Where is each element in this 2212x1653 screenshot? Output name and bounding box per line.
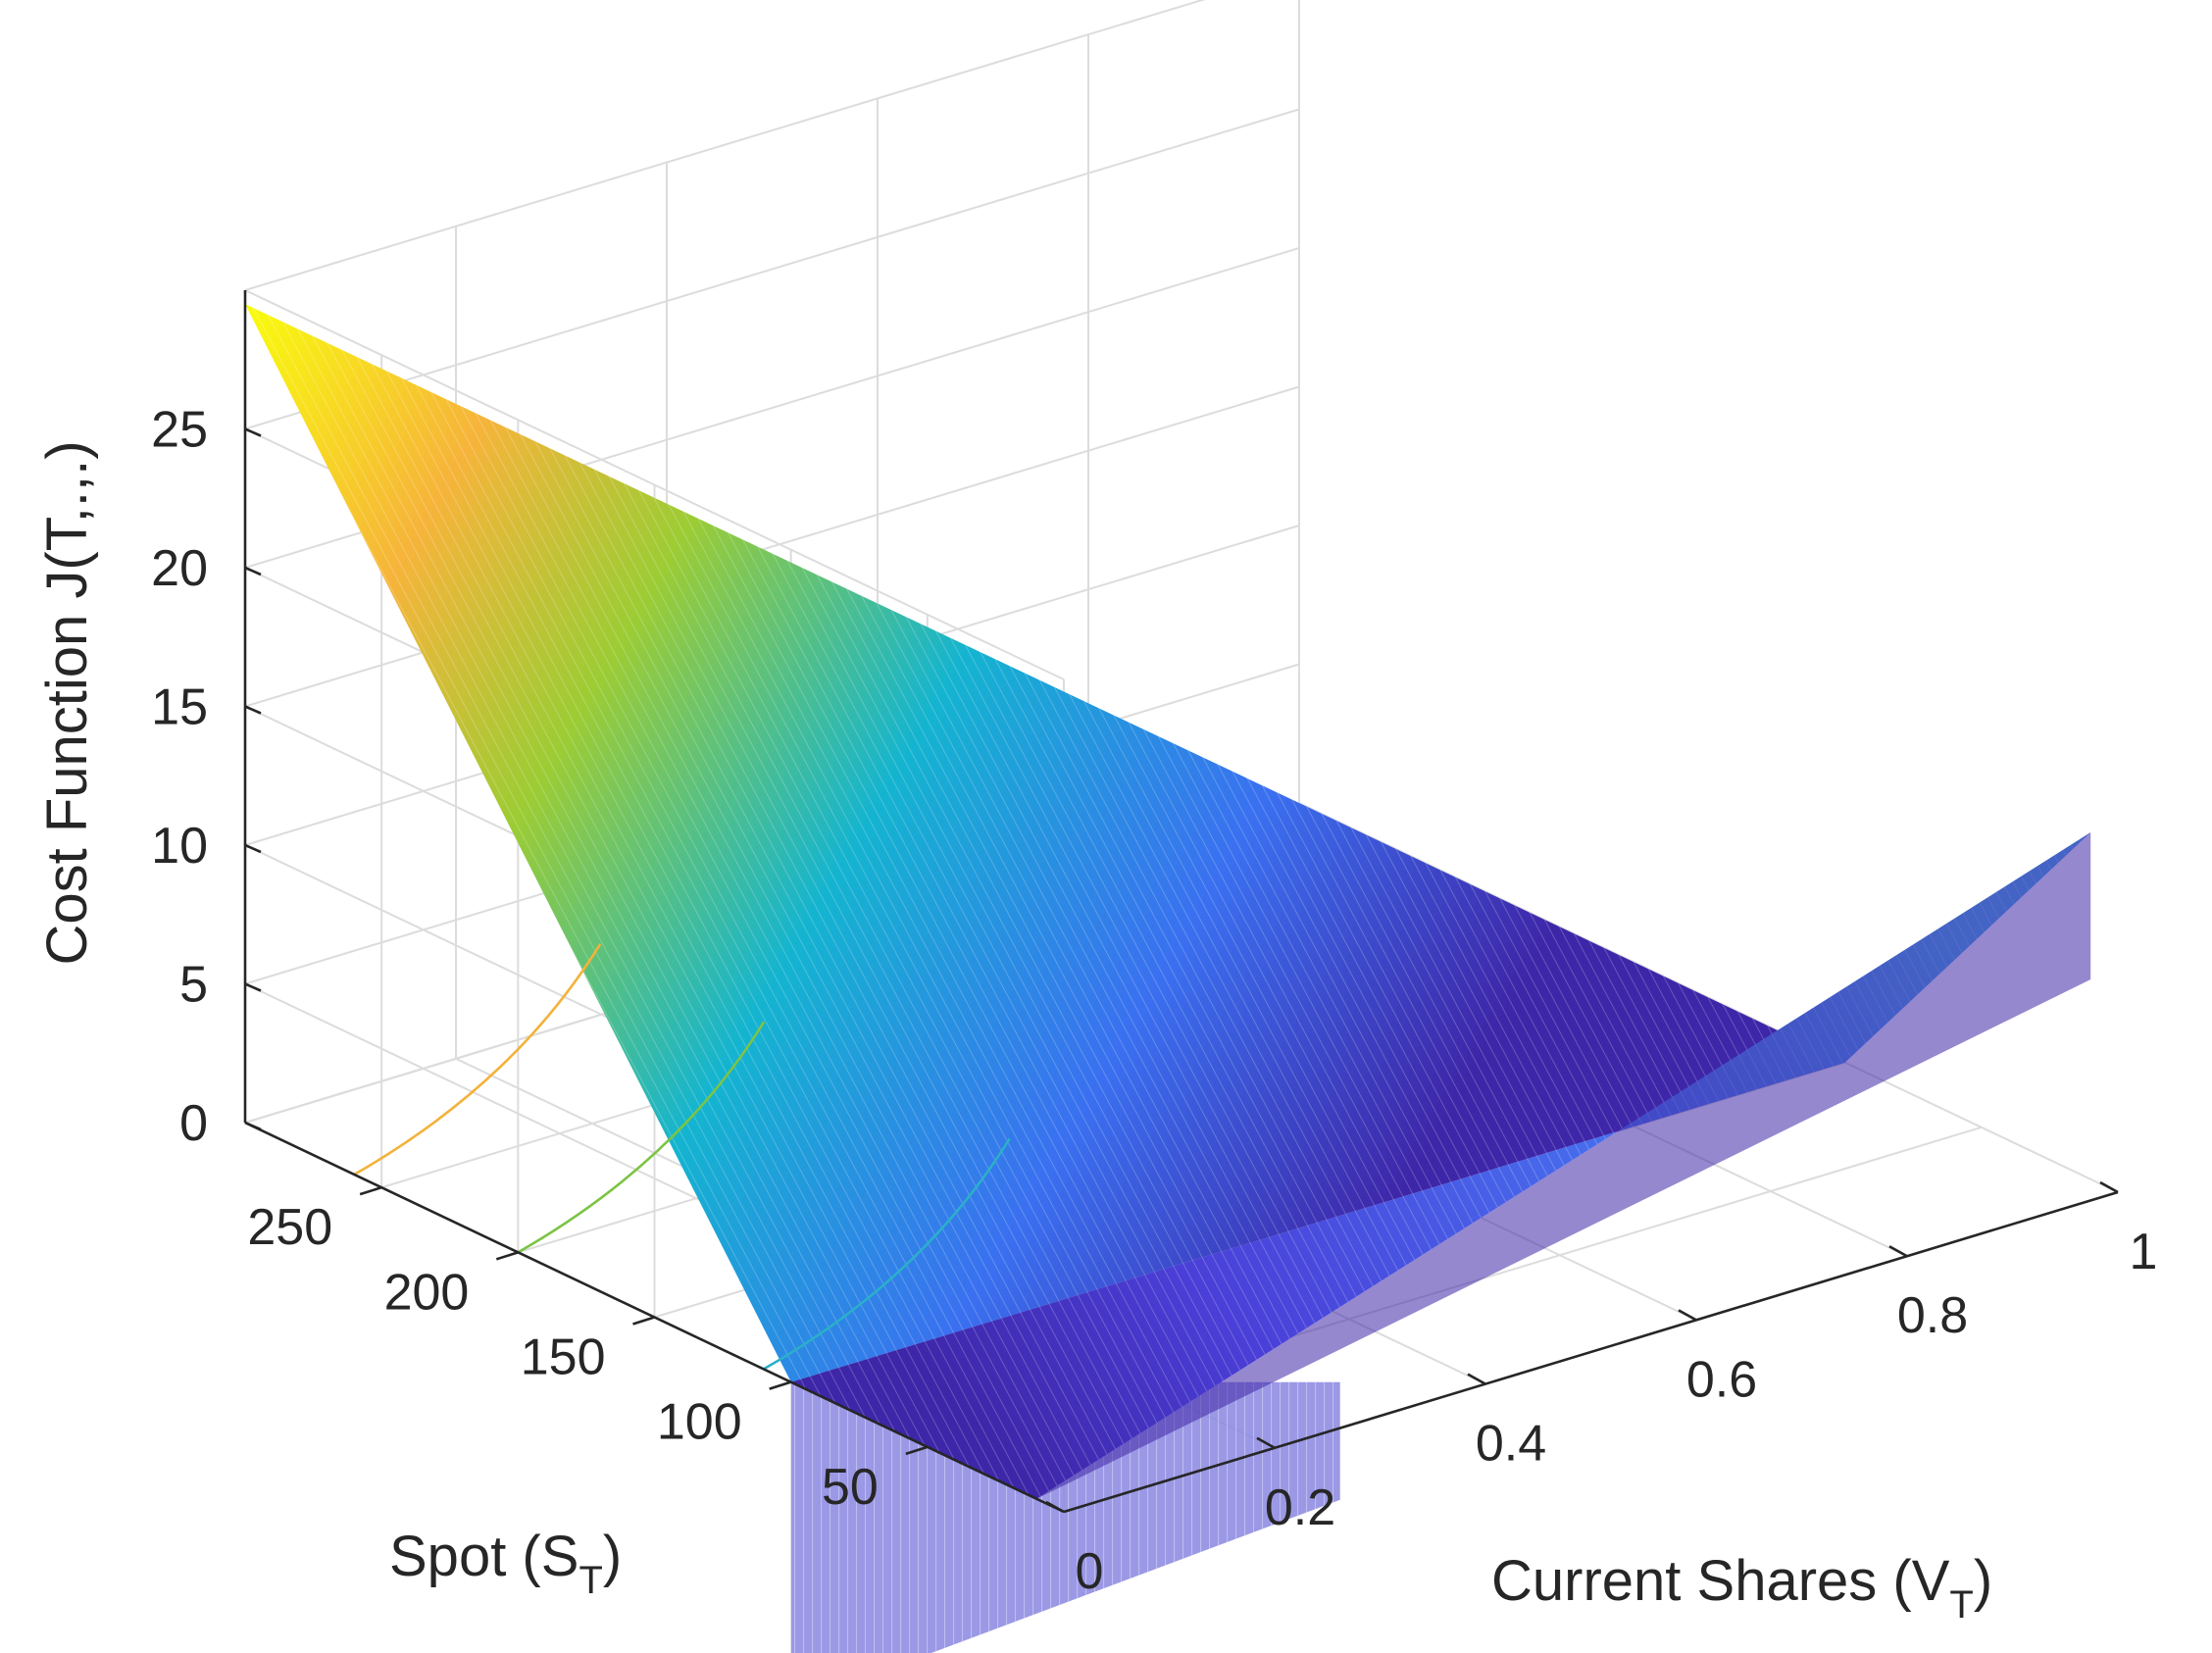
x-tick-mark-4 (1888, 1245, 1908, 1258)
x-tick-label-2: 0.4 (1476, 1416, 1546, 1473)
x-axis-title-sub: T (1949, 1583, 1973, 1627)
z-tick-mark-2 (244, 843, 262, 854)
y-axis-title-end: ) (603, 1525, 622, 1588)
y-tick-mark-0 (905, 1445, 929, 1456)
tick-labels: 0 5 10 15 20 25 50 100 150 200 250 0 0.2 0.4 0.6 0.8 1 (151, 402, 2157, 1601)
x-tick-mark-5 (2099, 1180, 2119, 1194)
z-tick-mark-5 (244, 427, 262, 437)
x-axis-title-main: Current Shares (V (1491, 1549, 1950, 1613)
x-axis-title: Current Shares (VT) (1491, 1549, 1992, 1627)
y-tick-mark-3 (495, 1251, 519, 1261)
x-tick-label-4: 0.8 (1897, 1287, 1968, 1344)
grid-line-back-z-4 (244, 385, 1300, 708)
z-tick-mark-4 (244, 566, 262, 576)
grid-line-back-z-6 (244, 108, 1300, 430)
x-tick-mark-1 (1256, 1436, 1276, 1449)
x-tick-mark-2 (1467, 1373, 1486, 1385)
axes (243, 290, 2119, 1514)
x-tick-mark-0 (1045, 1500, 1065, 1514)
y-tick-label-3: 200 (384, 1264, 470, 1321)
z-tick-label-5: 25 (151, 402, 208, 459)
surface-face-upper-mesh (245, 304, 1845, 1382)
z-tick-label-2: 10 (151, 818, 208, 875)
surface-drop-mesh (790, 1381, 1340, 1653)
floor-contour-1 (517, 1021, 766, 1254)
z-axis-title: Cost Function J(T,.,.) (35, 440, 99, 965)
x-tick-label-0: 0 (1076, 1543, 1104, 1600)
z-tick-label-4: 20 (151, 540, 208, 597)
z-tick-mark-0 (244, 1121, 262, 1131)
y-tick-label-4: 250 (247, 1199, 332, 1256)
x-axis-title-end: ) (1974, 1549, 1992, 1613)
surface-face-lower-front (1036, 832, 2091, 1499)
x-axis-line (1063, 1190, 2119, 1514)
y-axis-title: Spot (ST) (389, 1525, 622, 1602)
z-tick-mark-3 (244, 705, 262, 715)
z-tick-label-3: 15 (151, 679, 208, 736)
y-tick-label-2: 150 (521, 1329, 606, 1386)
floor-contours (353, 943, 1011, 1371)
grid-line-left-z-7 (244, 289, 1065, 680)
y-tick-label-0: 50 (822, 1459, 879, 1516)
floor-contour-0 (763, 1137, 1011, 1371)
y-axis-title-main: Spot (S (389, 1525, 578, 1588)
y-tick-mark-4 (359, 1185, 382, 1196)
x-tick-label-1: 0.2 (1265, 1479, 1335, 1536)
surface-face-lower-mesh (790, 832, 2091, 1499)
grid-line-back-z-7 (244, 0, 1206, 291)
y-axis-title-sub: T (578, 1559, 602, 1602)
y-tick-label-1: 100 (657, 1394, 742, 1451)
z-tick-mark-1 (244, 982, 262, 992)
x-tick-mark-3 (1678, 1309, 1697, 1322)
z-tick-label-1: 5 (179, 957, 208, 1014)
y-tick-mark-1 (769, 1380, 792, 1390)
z-tick-label-0: 0 (179, 1095, 208, 1152)
x-tick-label-3: 0.6 (1686, 1351, 1757, 1408)
x-tick-label-5: 1 (2130, 1224, 2158, 1280)
y-tick-mark-2 (632, 1316, 655, 1326)
floor-contour-2 (353, 943, 602, 1177)
surface (245, 304, 2091, 1653)
